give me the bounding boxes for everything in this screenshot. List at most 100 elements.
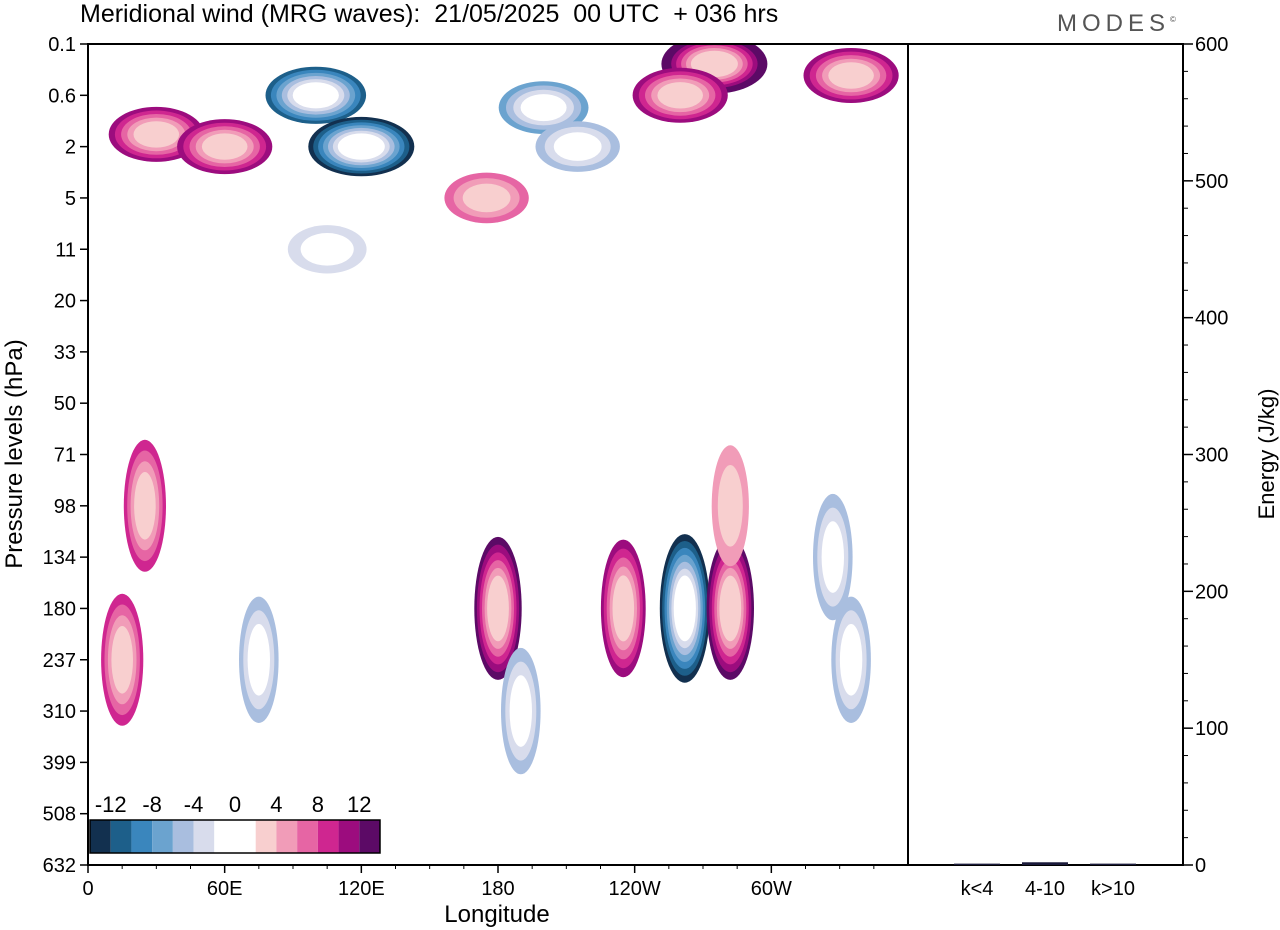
colorbar-label: -4 [184,792,204,817]
energy-category-label: k>10 [1091,878,1135,900]
colorbar-swatch [131,820,153,853]
y-tick-label: 0.1 [48,34,76,56]
colorbar-swatch [359,820,380,853]
y-tick-label: 399 [43,752,76,774]
colorbar-label: 8 [312,792,324,817]
wind-feature-19 [711,445,749,567]
pressure-axis: 0.1 0.6 2 5 11 20 33 50 71 98 134 180 237 310 399 508 63… [43,34,88,877]
colorbar-swatch [214,820,235,853]
energy-tick-label: 400 [1195,308,1228,330]
x-tick-label: 60W [751,878,792,900]
colorbar-swatch [235,820,256,853]
y-tick-label: 508 [43,804,76,826]
colorbar-label: 12 [347,792,371,817]
y-tick-label: 632 [43,855,76,877]
energy-tick-label: 300 [1195,445,1228,467]
colorbar-swatch [255,820,277,853]
wind-feature-5 [535,121,620,172]
colorbar-label: -12 [95,792,127,817]
colorbar-label: -8 [142,792,162,817]
wind-feature-14 [474,536,522,680]
wind-feature-10 [287,225,367,274]
colorbar-swatch [90,820,111,853]
energy-bars: k<4 4-10 k>10 [954,862,1136,900]
x-tick-label: 180 [481,878,514,900]
wind-feature-7 [632,67,728,123]
wind-contour [462,183,511,213]
wind-contour [821,521,844,593]
y-tick-label: 20 [54,291,76,313]
wind-contour [300,233,354,266]
wind-contour [487,575,509,642]
y-tick-label: 0.6 [48,85,76,107]
energy-bar [1090,863,1136,865]
wind-feature-18 [706,536,754,680]
wind-contour [828,62,874,89]
wind-contour [201,133,248,160]
energy-bar [1022,862,1068,865]
y-tick-label: 180 [43,598,76,620]
wind-feature-8 [803,48,899,103]
wind-contour [337,133,385,160]
y-tick-label: 98 [54,496,76,518]
x-axis-title: Longitude [444,901,549,928]
wind-feature-2 [265,66,367,124]
energy-tick-label: 0 [1195,855,1206,877]
y-tick-label: 33 [54,342,76,364]
energy-tick-label: 200 [1195,581,1228,603]
colorbar-label: 0 [229,792,241,817]
wind-feature-21 [831,596,871,723]
x-tick-label: 0 [82,878,93,900]
chart-title: Meridional wind (MRG waves): 21/05/2025 … [80,0,779,28]
colorbar-swatch [317,820,339,853]
colorbar-swatch [297,820,318,853]
wind-contour [717,465,743,547]
wind-feature-9 [444,172,529,224]
wind-contour [111,626,133,694]
y-tick-label: 310 [43,701,76,723]
wind-contour [657,82,703,109]
wind-contour [553,132,602,161]
wind-feature-17 [659,534,710,683]
energy-panel-frame [907,43,1184,866]
wind-feature-4 [498,81,589,134]
colorbar-swatch [193,820,215,853]
wind-feature-11 [123,439,166,572]
colorbar-swatch [276,820,298,853]
wind-contour [134,472,156,540]
wind-contour [719,575,742,642]
wind-feature-12 [101,593,144,726]
wind-feature-20 [813,493,853,621]
wind-contour [673,575,696,642]
x-tick-label: 120E [338,878,385,900]
y-axis-title: Pressure levels (hPa) [1,339,28,568]
wind-feature-13 [238,596,279,723]
wind-contour [292,82,339,109]
longitude-axis: 0 60E 120E 180 120W 60W [82,865,875,900]
y-tick-label: 5 [65,188,76,210]
colorbar-label: 4 [270,792,282,817]
wind-contour [247,624,270,696]
colorbar: -12 -8 -4 0 4 8 12 [89,792,381,854]
energy-axis-title: Energy (J/kg) [1254,389,1279,520]
x-tick-label: 60E [207,878,243,900]
y-tick-label: 71 [54,445,76,467]
colorbar-frame [89,819,381,854]
y-tick-label: 2 [65,137,76,159]
y-tick-label: 134 [43,547,76,569]
colorbar-swatch [338,820,360,853]
energy-tick-label: 600 [1195,34,1228,56]
y-tick-label: 237 [43,650,76,672]
x-tick-label: 120W [609,878,661,900]
wind-contour [520,94,567,122]
wind-contour [839,624,863,696]
colorbar-swatch [172,820,194,853]
wind-contour [133,121,180,148]
energy-bar [954,863,1000,865]
y-tick-label: 50 [54,393,76,415]
energy-category-label: 4-10 [1025,878,1065,900]
energy-category-label: k<4 [961,878,994,900]
colorbar-swatch [110,820,132,853]
